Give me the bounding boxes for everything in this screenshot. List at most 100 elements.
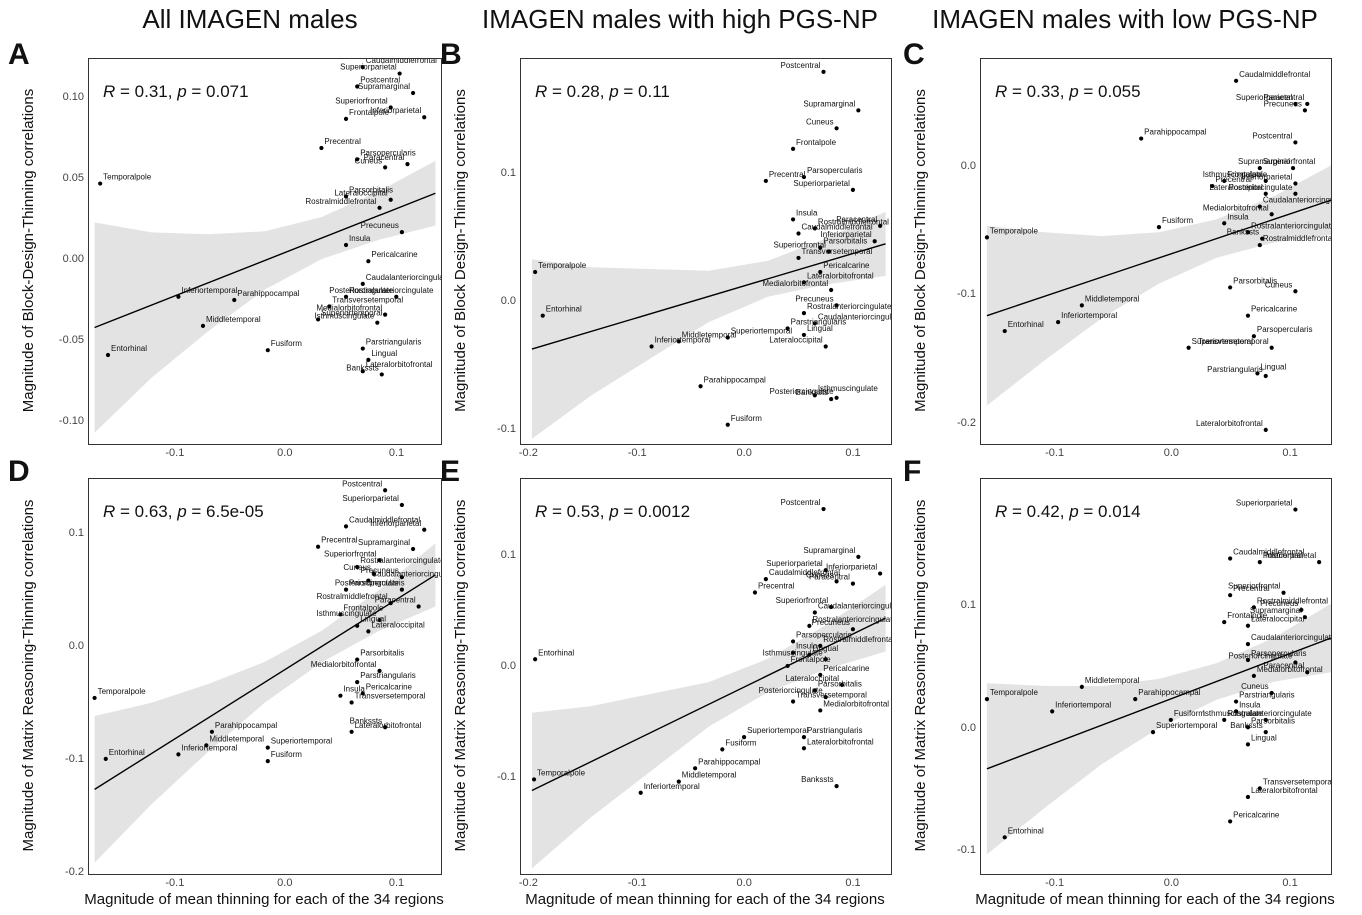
data-point-parsopercularis	[1251, 334, 1256, 339]
point-label-superiortemporal: Superiortemporal	[731, 326, 793, 335]
point-label-fusiform: Fusiform	[725, 738, 756, 747]
data-point-parahippocampal	[1133, 697, 1138, 702]
point-label-fusiform: Fusiform	[1162, 216, 1193, 225]
data-point-paracentral	[1305, 670, 1310, 675]
y-tick-label: 0.05	[62, 172, 84, 185]
data-point-transversetemporal	[1269, 345, 1274, 350]
y-tick-label: -0.2	[65, 866, 84, 878]
y-tick-label: -0.2	[957, 416, 976, 429]
point-label-middletemporal: Middletemporal	[206, 315, 261, 324]
point-label-bankssts: Bankssts	[346, 363, 378, 372]
data-point-bankssts	[379, 372, 384, 377]
point-label-pericalcarine: Pericalcarine	[1251, 305, 1298, 314]
data-point-caudalmiddlefrontal	[1233, 78, 1239, 83]
point-label-rostralanteriorcingulate: Rostralanteriorcingulate	[812, 615, 891, 624]
data-point-pericalcarine	[366, 259, 371, 264]
x-tick-label: -0.1	[165, 877, 185, 889]
data-point-isthmuscingulate	[812, 393, 817, 398]
correlation-stats: R = 0.31, p = 0.071	[103, 82, 249, 101]
y-tick-label: -0.1	[957, 288, 976, 301]
data-point-rostralanteriorcingulate	[801, 311, 807, 316]
data-point-precuneus	[1299, 607, 1304, 612]
x-tick-label: -0.2	[518, 447, 538, 459]
data-point-rostralanteriorcingulate	[1245, 230, 1251, 235]
data-point-lateralorbitofrontal	[1263, 427, 1268, 432]
data-point-entorhinal	[533, 657, 538, 662]
point-label-transversetemporal: Transversetemporal	[1198, 337, 1269, 346]
scatter-panel-f: Superiorparietal Caudalmiddlefrontal Infer…	[980, 478, 1332, 875]
data-point-lateraloccipital	[1245, 623, 1251, 628]
point-label-caudalanteriorcingulate: Caudalanteriorcingulate	[818, 602, 891, 611]
point-label-middletemporal: Middletemporal	[209, 734, 264, 743]
confidence-band	[986, 165, 1331, 406]
point-label-precentral: Precentral	[321, 536, 358, 545]
data-point-superiortemporal	[315, 317, 321, 322]
point-label-precentral: Precentral	[769, 170, 806, 179]
data-point-superiorfrontal	[826, 249, 832, 254]
point-label-lateraloccipital: Lateraloccipital	[786, 674, 840, 683]
scatter-plot-d: Postcentral Superiorparietal Caudalmiddlef…	[92, 479, 441, 863]
data-point-inferiortemporal	[638, 790, 643, 795]
data-point-lateralorbitofrontal	[349, 729, 354, 734]
data-point-precuneus	[399, 229, 404, 235]
data-point-inferiortemporal	[1050, 709, 1055, 714]
data-point-superiorparietal	[823, 568, 828, 573]
data-point-cuneus	[371, 571, 377, 576]
point-label-superiortemporal: Superiortemporal	[1156, 721, 1218, 730]
data-point-superiorparietal	[397, 71, 402, 76]
point-label-cuneus: Cuneus	[1241, 682, 1269, 691]
point-label-rostralmiddlefrontal: Rostralmiddlefrontal	[317, 592, 388, 601]
data-point-inferiortemporal	[649, 344, 654, 349]
point-label-bankssts: Bankssts	[1227, 228, 1259, 237]
x-tick-label: 0.1	[388, 877, 405, 889]
data-point-lateralorbitofrontal	[360, 369, 365, 374]
data-point-lateraloccipital	[1263, 191, 1268, 196]
data-point-postcentral	[821, 506, 826, 512]
point-label-fusiform: Fusiform	[271, 339, 302, 348]
data-point-precentral	[752, 590, 758, 595]
point-label-temporalpole: Temporalpole	[990, 226, 1039, 235]
point-label-posteriorcingulate: Posteriorcingulate	[1228, 651, 1293, 660]
y-tick-label: 0.00	[62, 253, 84, 266]
confidence-band	[986, 603, 1331, 855]
data-point-posteriorcingulate	[1293, 191, 1298, 196]
data-point-medialorbitofrontal	[377, 668, 382, 673]
point-label-postcentral: Postcentral	[1252, 131, 1292, 140]
data-point-bankssts	[383, 725, 388, 730]
point-label-caudalanteriorcingulate: Caudalanteriorcingulate	[371, 570, 441, 579]
data-point-postcentral	[355, 84, 360, 89]
data-point-superiorfrontal	[377, 558, 382, 563]
correlation-stats: R = 0.33, p = 0.055	[995, 82, 1141, 101]
point-label-parsorbitalis: Parsorbitalis	[349, 186, 393, 195]
point-label-precuneus: Precuneus	[812, 618, 850, 627]
x-tick-label: -0.1	[1045, 877, 1065, 889]
point-label-paracentral: Paracentral	[1263, 661, 1304, 670]
point-label-medialorbitofrontal: Medialorbitofrontal	[823, 699, 889, 708]
scatter-panel-b: Postcentral Supramarginal Cuneus Frontalpol…	[520, 58, 892, 445]
point-label-precuneus: Precuneus	[1264, 99, 1302, 108]
point-label-parstriangularis: Parstriangularis	[366, 338, 422, 347]
data-point-superiorparietal	[1293, 101, 1298, 107]
point-label-inferiortemporal: Inferiortemporal	[1061, 311, 1117, 320]
data-point-isthmuscingulate	[377, 617, 382, 623]
data-point-paracentral	[405, 162, 410, 167]
point-label-frontalpole: Frontalpole	[791, 655, 832, 664]
data-point-rostralmiddlefrontal	[1257, 242, 1262, 248]
data-point-middletemporal	[200, 323, 206, 329]
data-point-medialorbitofrontal	[818, 708, 823, 713]
point-label-caudalmiddlefrontal: Caudalmiddlefrontal	[1233, 547, 1304, 556]
point-label-pericalcarine: Pericalcarine	[823, 664, 870, 673]
data-point-medialorbitofrontal	[1251, 673, 1256, 678]
data-point-transversetemporal	[349, 700, 354, 705]
point-label-posteriorcingulate: Posteriorcingulate	[1228, 183, 1293, 192]
point-label-insula: Insula	[1227, 212, 1249, 221]
point-label-rostralanteriorcingulate: Rostralanteriorcingulate	[360, 556, 441, 565]
point-label-posteriorcingulate: Posteriorcingulate	[329, 286, 394, 295]
point-label-parahippocampal: Parahippocampal	[1138, 688, 1200, 697]
point-label-middletemporal: Middletemporal	[682, 330, 737, 339]
confidence-band	[94, 543, 436, 863]
point-label-precentral: Precentral	[1233, 584, 1270, 593]
scatter-plot-c: Caudalmiddlefrontal ParacentralSuperiorpa…	[984, 70, 1331, 432]
point-label-parahippocampal: Parahippocampal	[215, 721, 277, 730]
point-label-pericalcarine: Pericalcarine	[1233, 810, 1280, 819]
